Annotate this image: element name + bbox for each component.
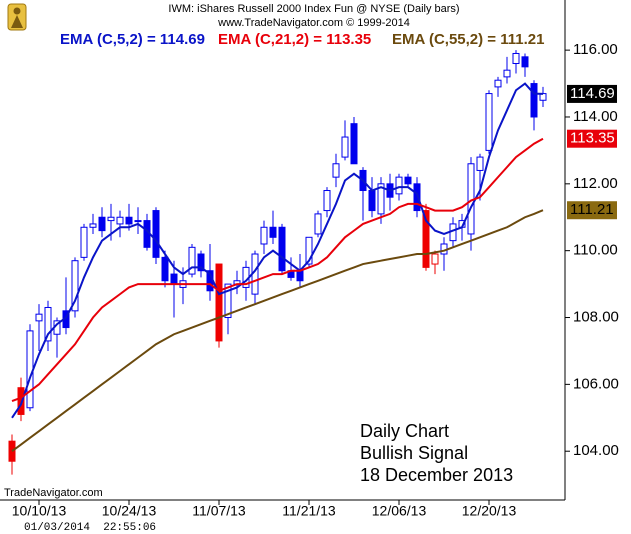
annotation: Bullish Signal xyxy=(360,443,468,463)
last-value-label: 113.35 xyxy=(570,130,615,147)
candle-body xyxy=(323,190,331,212)
candle-body xyxy=(134,220,142,223)
candle-body xyxy=(224,283,232,319)
logo xyxy=(7,3,27,31)
ema-line xyxy=(11,82,544,419)
candle-body xyxy=(296,270,304,282)
candle-body xyxy=(269,226,277,238)
candle-body xyxy=(485,93,493,151)
candle-body xyxy=(35,313,43,322)
candle-body xyxy=(314,213,322,235)
y-tick-label: 104.00 xyxy=(573,442,619,459)
candle-body xyxy=(512,52,520,65)
candle-body xyxy=(476,156,484,171)
y-tick-label: 106.00 xyxy=(573,375,619,392)
x-tick-label: 11/07/13 xyxy=(192,503,246,519)
legend-entry: EMA (C,55,2) = 111.21 xyxy=(392,31,544,48)
last-value-label: 111.21 xyxy=(570,201,614,218)
chart-subtitle: www.TradeNavigator.com © 1999-2014 xyxy=(217,17,410,29)
candle-body xyxy=(125,216,133,225)
candle-body xyxy=(89,223,97,228)
candle-body xyxy=(188,246,196,275)
candle-body xyxy=(44,306,52,342)
candle-body xyxy=(431,253,439,265)
x-tick-label: 11/21/13 xyxy=(282,503,336,519)
legend-entry: EMA (C,5,2) = 114.69 xyxy=(60,31,205,48)
candle-body xyxy=(116,216,124,225)
chart-title: IWM: iShares Russell 2000 Index Fun @ NY… xyxy=(168,3,459,15)
candle-body xyxy=(161,256,169,282)
annotation: Daily Chart xyxy=(360,421,449,441)
x-tick-label: 10/24/13 xyxy=(102,503,157,519)
candle-body xyxy=(395,176,403,195)
candle-body xyxy=(170,273,178,285)
candle-body xyxy=(278,226,286,272)
last-value-tag xyxy=(567,201,617,220)
candle-body xyxy=(197,253,205,272)
x-tick-label: 12/06/13 xyxy=(372,503,427,519)
candle-body xyxy=(521,56,529,68)
candle-body xyxy=(152,210,160,258)
candle-body xyxy=(260,226,268,245)
legend-entry: EMA (C,21,2) = 113.35 xyxy=(218,31,371,48)
y-tick-label: 116.00 xyxy=(573,41,618,58)
ema-line xyxy=(11,137,544,403)
ema-line xyxy=(11,209,544,453)
candle-body xyxy=(530,83,538,118)
last-value-tag xyxy=(567,129,617,148)
candle-body xyxy=(80,226,88,258)
last-value-tag xyxy=(567,84,617,103)
x-tick-label: 10/10/13 xyxy=(12,503,67,519)
last-value-label: 114.69 xyxy=(570,85,615,102)
candle-body xyxy=(377,183,385,215)
candle-body xyxy=(494,79,502,88)
candle-body xyxy=(305,236,313,265)
candle-body xyxy=(350,123,358,165)
timestamp: 01/03/2014 22:55:06 xyxy=(24,522,156,534)
candle-body xyxy=(98,216,106,232)
candle-body xyxy=(422,210,430,268)
candle-body xyxy=(26,330,34,409)
annotation: 18 December 2013 xyxy=(360,465,513,485)
candle-body xyxy=(332,163,340,178)
x-tick-label: 12/20/13 xyxy=(462,503,517,519)
y-tick-label: 110.00 xyxy=(573,242,618,259)
candle-body xyxy=(404,176,412,185)
candle-body xyxy=(503,69,511,78)
candle-body xyxy=(413,183,421,212)
candle-body xyxy=(341,136,349,158)
candle-body xyxy=(107,216,115,222)
candle-body xyxy=(368,190,376,212)
watermark: TradeNavigator.com xyxy=(4,487,103,499)
y-tick-label: 108.00 xyxy=(573,308,619,325)
candle-body xyxy=(17,387,25,415)
candle-body xyxy=(215,263,223,342)
y-tick-label: 112.00 xyxy=(573,175,618,192)
candle-body xyxy=(71,260,79,312)
y-tick-label: 114.00 xyxy=(573,108,618,125)
